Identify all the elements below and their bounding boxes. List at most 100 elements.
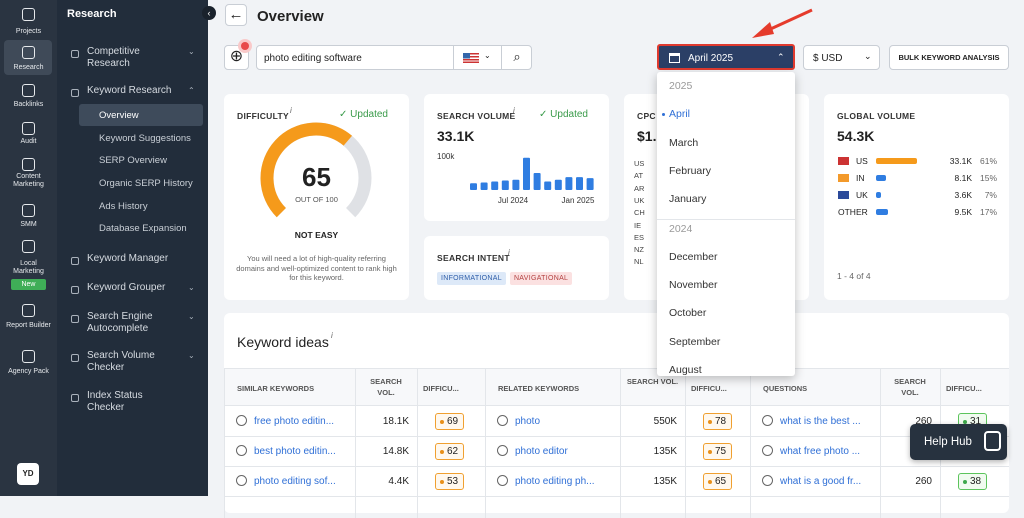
gauge	[260, 122, 372, 218]
card-label: SEARCH VOLUME	[437, 111, 516, 121]
global-value: 54.3K	[837, 128, 875, 144]
plus-icon[interactable]	[236, 445, 247, 456]
month[interactable]: January	[669, 193, 707, 206]
nav-icon	[71, 89, 79, 97]
nav-item[interactable]: Index Status Checker	[87, 390, 143, 413]
bar	[501, 180, 509, 190]
chevron: ⌄	[188, 283, 195, 292]
country-code: ES	[634, 232, 645, 242]
country: IN	[856, 173, 865, 183]
keyword[interactable]: photo editing sof...	[254, 476, 336, 487]
bulk-button[interactable]: BULK KEYWORD ANALYSIS	[889, 45, 1009, 70]
bar	[554, 179, 562, 190]
plus-icon[interactable]	[236, 415, 247, 426]
difficulty: 65	[715, 476, 727, 487]
keyword[interactable]: what free photo ...	[780, 446, 861, 457]
nav-icon	[71, 394, 79, 402]
col-divider	[880, 368, 881, 518]
rail-label[interactable]: SMM	[20, 221, 37, 228]
keyword[interactable]: free photo editin...	[254, 416, 335, 427]
date: April 2025	[688, 53, 734, 64]
col-header: SEARCH VOL.	[626, 377, 679, 386]
rail-label[interactable]: Audit	[20, 138, 37, 145]
plus-icon[interactable]	[497, 415, 508, 426]
currency: $ USD	[813, 53, 843, 64]
rating: NOT EASY	[294, 230, 339, 240]
cpc-value: $1.	[637, 128, 657, 144]
plus-icon[interactable]	[762, 445, 773, 456]
back-button[interactable]: ←	[225, 4, 247, 26]
sub-item[interactable]: Overview	[99, 110, 139, 121]
keyword[interactable]: photo editing ph...	[515, 476, 595, 487]
info: i	[513, 106, 515, 115]
active-bg	[4, 40, 52, 75]
month[interactable]: February	[669, 164, 712, 177]
nav-item[interactable]: Keyword Grouper	[87, 282, 166, 293]
collapse[interactable]: ‹	[202, 6, 216, 20]
rail-label[interactable]: Projects	[15, 28, 42, 35]
rail-icon	[22, 8, 35, 21]
card-label: GLOBAL VOLUME	[837, 111, 916, 121]
keyword[interactable]: best photo editin...	[254, 446, 336, 457]
plus-icon[interactable]	[762, 475, 773, 486]
date-select[interactable]: April 2025 ⌃	[657, 44, 795, 70]
country-code: NL	[634, 257, 644, 267]
sub-item[interactable]: SERP Overview	[99, 155, 167, 166]
sub-item[interactable]: Keyword Suggestions	[99, 133, 191, 144]
difficulty-badge: 75	[703, 443, 733, 460]
x-label: Jan 2025	[562, 196, 595, 205]
country: OTHER	[838, 207, 868, 217]
bar	[480, 182, 488, 190]
keyword[interactable]: photo editor	[515, 446, 568, 457]
rail-icon	[22, 304, 35, 317]
currency-select[interactable]: $ USD ⌄	[803, 45, 880, 70]
year: 2025	[669, 80, 693, 92]
rail-label[interactable]: Local Marketing	[13, 260, 44, 275]
month[interactable]: September	[669, 335, 721, 348]
nav-item[interactable]: Search Engine Autocomplete	[87, 311, 153, 334]
row-line	[224, 496, 1009, 497]
help-hub[interactable]: Help Hub	[910, 424, 1007, 460]
plus-icon[interactable]	[497, 475, 508, 486]
nav-item[interactable]: Keyword Manager	[87, 253, 169, 264]
sub-item[interactable]: Organic SERP History	[99, 178, 193, 189]
difficulty-badge: 65	[703, 473, 733, 490]
flag	[463, 53, 479, 63]
nav-item[interactable]: Search Volume Checker	[87, 350, 155, 373]
intent-tag: INFORMATIONAL	[437, 272, 506, 285]
volume: 9.5K	[954, 207, 973, 217]
rail-label[interactable]: Report Builder	[6, 322, 51, 329]
keyword[interactable]: photo	[515, 416, 541, 427]
month[interactable]: October	[669, 307, 707, 320]
nav-item[interactable]: Keyword Research	[87, 85, 172, 96]
month[interactable]: December	[669, 250, 718, 263]
sub-item[interactable]: Database Expansion	[99, 223, 187, 234]
plus-icon[interactable]	[236, 475, 247, 486]
nav-item[interactable]: Competitive Research	[87, 46, 140, 69]
plus-icon[interactable]	[497, 445, 508, 456]
search-box[interactable]: photo editing software ⌄ ⌕	[256, 45, 532, 70]
search-button[interactable]: ⌕	[501, 46, 532, 69]
keyword[interactable]: what is a good fr...	[780, 476, 862, 487]
month[interactable]: April	[669, 108, 691, 121]
difficulty: 78	[715, 416, 727, 427]
rail-label[interactable]: Agency Pack	[8, 368, 49, 375]
month[interactable]: November	[669, 279, 718, 292]
month[interactable]: August	[669, 364, 702, 376]
keyword[interactable]: what is the best ...	[780, 416, 861, 427]
plus-icon[interactable]	[762, 415, 773, 426]
difficulty: 53	[447, 476, 459, 487]
help-text: Help Hub	[924, 436, 972, 448]
month[interactable]: March	[669, 136, 699, 149]
difficulty-badge: 69	[435, 413, 465, 430]
rail-label[interactable]: Backlinks	[13, 101, 44, 108]
sub-item[interactable]: Ads History	[99, 201, 148, 212]
year: 2024	[669, 222, 693, 235]
divider	[657, 218, 795, 220]
rail-label[interactable]: Research	[13, 64, 44, 71]
rail-label[interactable]: Content Marketing	[13, 173, 44, 188]
volume: 33.1K	[949, 156, 972, 166]
locale-select[interactable]: ⌄	[453, 46, 501, 69]
notification-dot	[241, 42, 249, 50]
share-bar	[876, 192, 881, 198]
